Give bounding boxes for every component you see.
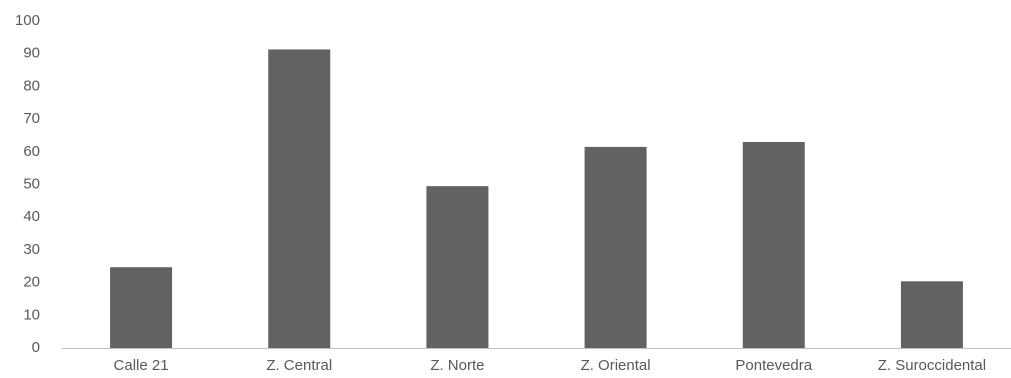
- y-tick-label: 80: [23, 77, 40, 94]
- y-tick-label: 100: [15, 12, 40, 29]
- bar: [110, 267, 173, 348]
- y-tick-label: 30: [23, 241, 40, 258]
- bar: [742, 141, 805, 348]
- bar: [584, 146, 647, 348]
- y-tick-label: 60: [23, 143, 40, 160]
- y-tick-label: 10: [23, 306, 40, 323]
- x-tick-label: Pontevedra: [735, 357, 812, 374]
- bars: [110, 49, 963, 348]
- y-axis-tick-labels: 0 10 20 30 40 50 60 70 80 90 100: [15, 12, 40, 356]
- x-tick-label: Z. Suroccidental: [878, 357, 986, 374]
- y-tick-label: 40: [23, 208, 40, 225]
- x-axis-tick-labels: Calle 21 Z. Central Z. Norte Z. Oriental Pon…: [114, 357, 987, 374]
- bar: [268, 49, 331, 348]
- y-tick-label: 0: [32, 339, 40, 356]
- y-tick-label: 20: [23, 274, 40, 291]
- x-tick-label: Z. Norte: [430, 357, 484, 374]
- x-tick-label: Z. Oriental: [581, 357, 651, 374]
- bar: [426, 186, 489, 348]
- x-tick-label: Z. Central: [266, 357, 332, 374]
- y-tick-label: 50: [23, 175, 40, 192]
- y-tick-label: 90: [23, 45, 40, 62]
- bar: [900, 281, 963, 348]
- x-tick-label: Calle 21: [114, 357, 169, 374]
- y-tick-label: 70: [23, 110, 40, 127]
